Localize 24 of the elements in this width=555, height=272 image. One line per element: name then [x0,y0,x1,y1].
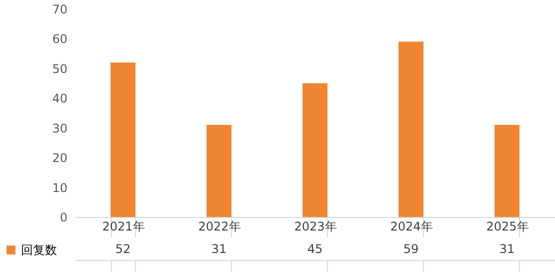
bar [206,124,232,217]
y-tick-label: 50 [52,62,68,76]
y-tick-label: 0 [60,210,68,224]
bar [110,62,136,217]
y-tick-label: 60 [52,32,68,46]
data-label: 45 [307,242,323,256]
bar [302,83,328,217]
x-tick-label: 2022年 [198,220,241,234]
bar [494,124,520,217]
x-tick-label: 2024年 [390,220,433,234]
data-label: 31 [499,242,515,256]
x-tick-label: 2025年 [486,220,529,234]
y-tick-label: 40 [52,92,68,106]
bar [398,42,424,217]
x-tick-label: 2021年 [102,220,145,234]
data-label: 59 [403,242,419,256]
y-tick-label: 70 [52,2,68,16]
y-tick-label: 30 [52,121,68,136]
data-label: 52 [115,242,131,256]
x-tick-label: 2023年 [294,220,337,234]
y-tick-label: 20 [52,151,68,166]
legend-label: 回复数 [21,243,57,257]
y-tick-label: 10 [52,180,68,195]
data-label: 31 [211,242,227,256]
